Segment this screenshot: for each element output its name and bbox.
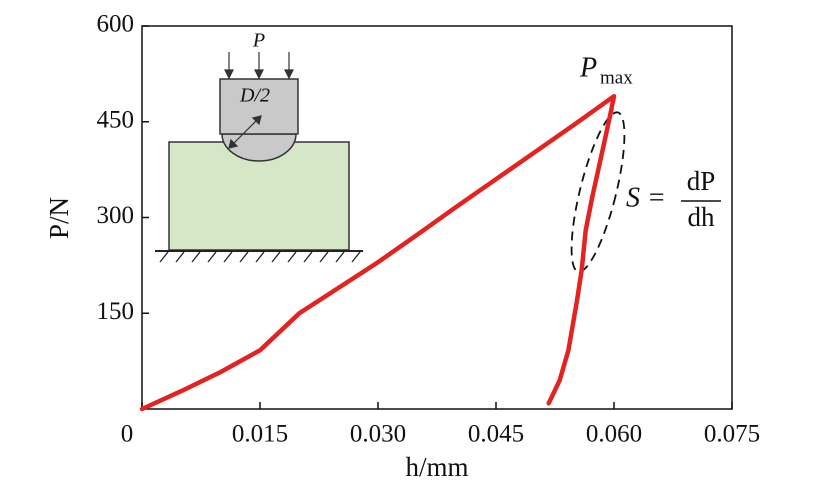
- x-tick-label: 0.060: [586, 421, 642, 448]
- stiffness-ellipse: [570, 111, 626, 273]
- stiffness-denominator: dh: [688, 202, 716, 232]
- x-axis-label: h/mm: [405, 452, 468, 482]
- inset-radius-label: D/2: [239, 85, 270, 107]
- pmax-subscript: max: [600, 67, 633, 88]
- x-tick-label: 0.045: [468, 421, 524, 448]
- y-tick-label: 150: [97, 298, 135, 325]
- stiffness-numerator: dP: [687, 166, 716, 196]
- data-line: [139, 93, 617, 412]
- y-tick-label: 300: [97, 202, 135, 229]
- ground-hatch: [159, 251, 361, 263]
- indenter-tip: [221, 133, 297, 162]
- y-tick-label: 450: [97, 106, 135, 133]
- load-arrows: [224, 52, 294, 149]
- y-axis-label: P/N: [44, 197, 74, 239]
- pmax-label: P: [579, 52, 597, 83]
- stiffness-lhs: S =: [626, 182, 666, 213]
- inset-load-label: P: [252, 30, 265, 52]
- x-tick-label: 0: [121, 421, 134, 448]
- y-tick-label: 600: [97, 11, 135, 38]
- x-tick-label: 0.030: [350, 421, 406, 448]
- x-tick-label: 0.015: [232, 421, 288, 448]
- x-tick-label: 0.075: [704, 421, 760, 448]
- inset-diagram: P D/2: [155, 30, 363, 263]
